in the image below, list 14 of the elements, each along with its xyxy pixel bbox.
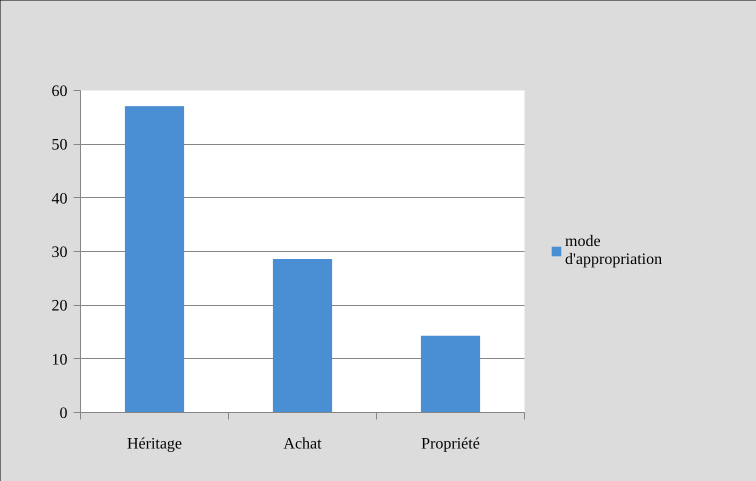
x-tick-label: Achat [283, 436, 322, 452]
x-tick-label: Héritage [126, 436, 182, 452]
bar [420, 336, 480, 412]
y-tick-label: 50 [52, 136, 68, 154]
bar [272, 259, 332, 412]
y-tick-label: 10 [52, 351, 68, 368]
y-tick-label: 60 [52, 83, 68, 100]
y-tick-label: 30 [52, 244, 68, 261]
x-tick-label: Propriété [421, 436, 480, 452]
y-tick-label: 20 [52, 298, 68, 315]
y-tick-label: 40 [52, 190, 68, 208]
legend-label: mode d'appropriation [565, 233, 662, 269]
y-tick-label: 0 [60, 405, 68, 422]
bar [124, 106, 184, 412]
